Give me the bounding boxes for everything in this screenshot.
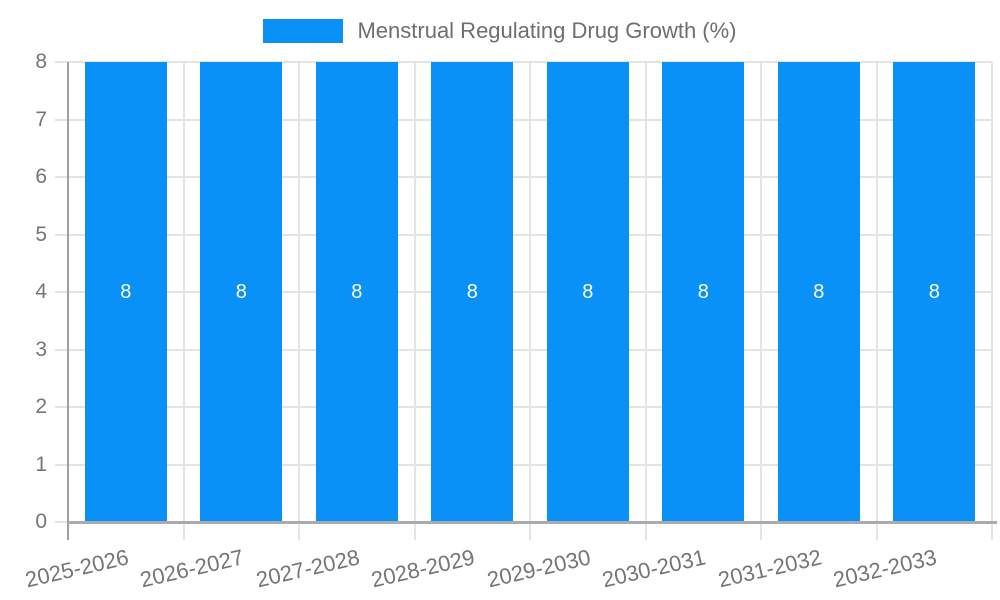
y-gridline <box>55 348 992 351</box>
legend-swatch-icon <box>263 19 344 43</box>
y-axis-tick-label: 3 <box>35 337 47 361</box>
x-axis-tick-label: 2027-2028 <box>253 544 362 593</box>
bar-value-label: 8 <box>582 281 594 303</box>
y-axis-tick-label: 0 <box>35 510 47 533</box>
y-axis-tick-label: 7 <box>35 107 47 131</box>
bar[interactable] <box>84 62 167 522</box>
legend-label: Menstrual Regulating Drug Growth (%) <box>357 18 737 43</box>
y-axis-tick-label: 1 <box>35 452 47 476</box>
y-gridline <box>55 291 992 293</box>
bar-value-label: 8 <box>120 281 132 303</box>
bar-value-label: 8 <box>466 281 478 303</box>
x-axis-tick-label: 2030-2031 <box>599 544 708 593</box>
bar[interactable] <box>431 62 514 522</box>
chart-legend[interactable]: Menstrual Regulating Drug Growth (%) <box>0 0 1000 58</box>
y-axis-tick-label: 4 <box>35 280 47 303</box>
y-axis-tick-label: 6 <box>35 165 47 188</box>
bar[interactable] <box>200 62 283 522</box>
bar[interactable] <box>315 62 398 522</box>
x-gridline <box>644 62 647 540</box>
x-axis-tick-label: 2026-2027 <box>137 544 246 593</box>
y-axis-tick-label: 2 <box>35 395 47 418</box>
x-gridline <box>529 62 531 540</box>
x-axis-tick-label: 2032-2033 <box>830 544 939 593</box>
y-gridline <box>55 176 992 178</box>
x-gridline <box>298 62 300 540</box>
bar[interactable] <box>777 62 860 522</box>
x-gridline <box>991 62 993 540</box>
x-gridline <box>875 62 878 540</box>
bar[interactable] <box>893 62 976 522</box>
y-gridline <box>55 406 992 408</box>
x-gridline <box>760 62 762 540</box>
bar-value-label: 8 <box>697 281 709 303</box>
y-axis-line <box>67 62 69 540</box>
x-axis-tick-label: 2031-2032 <box>715 544 824 593</box>
y-gridline <box>55 233 992 236</box>
bar[interactable] <box>662 62 745 522</box>
y-axis-tick-label: 5 <box>35 222 47 246</box>
bar-value-label: 8 <box>928 281 940 303</box>
x-axis-baseline <box>68 521 997 524</box>
y-gridline <box>55 118 992 121</box>
y-gridline <box>55 463 992 466</box>
bar-value-label: 8 <box>235 281 247 303</box>
bar-value-label: 8 <box>813 281 825 303</box>
x-axis-tick-label: 2028-2029 <box>368 544 477 593</box>
x-gridline <box>413 62 416 540</box>
x-axis-tick-label: 2025-2026 <box>22 544 131 593</box>
y-gridline <box>55 61 992 63</box>
bar-value-label: 8 <box>351 281 363 303</box>
y-axis-tick-label: 8 <box>35 50 47 73</box>
bar[interactable] <box>546 62 629 522</box>
x-axis-tick-label: 2029-2030 <box>484 544 593 593</box>
x-gridline <box>182 62 185 540</box>
